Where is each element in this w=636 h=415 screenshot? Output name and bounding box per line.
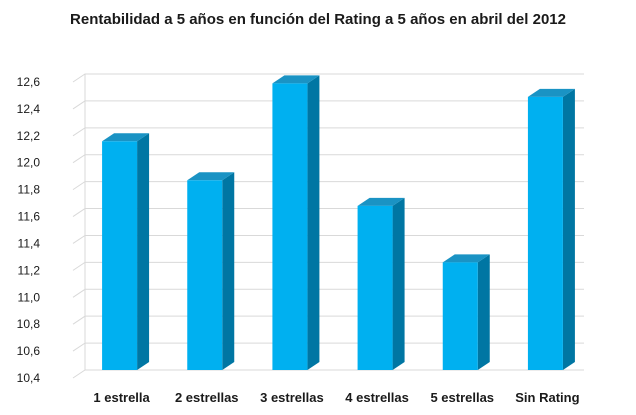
bar-front: [187, 180, 223, 370]
y-tick-label: 10,4: [17, 371, 41, 385]
bars: [102, 75, 575, 370]
x-tick-label: Sin Rating: [515, 390, 579, 405]
bar: [272, 75, 320, 370]
gridline: [72, 315, 584, 325]
bar-top: [187, 172, 235, 181]
y-tick-label: 11,2: [18, 263, 41, 277]
bar-top: [442, 254, 490, 263]
bar: [187, 172, 235, 370]
x-tick-label: 5 estrellas: [430, 390, 494, 405]
y-tick-label: 12,6: [17, 75, 41, 89]
bar-top: [272, 75, 320, 84]
y-tick-label: 12,2: [17, 129, 41, 143]
bar: [442, 254, 490, 370]
gridline: [72, 234, 584, 244]
y-tick-label: 11,6: [18, 210, 41, 224]
bar-side: [222, 172, 235, 370]
bar-front: [102, 141, 138, 370]
y-tick-label: 12,0: [17, 156, 41, 170]
x-tick-label: 1 estrella: [93, 390, 150, 405]
chart-title: Rentabilidad a 5 años en función del Rat…: [70, 11, 566, 28]
bar-side: [307, 75, 320, 370]
x-axis-ticks: 1 estrella 2 estrellas 3 estrellas 4 estrel…: [93, 390, 579, 405]
gridline: [72, 342, 584, 352]
bar: [527, 88, 575, 370]
gridline: [72, 73, 584, 83]
y-axis-ticks: 10,4 10,6 10,8 11,0 11,2 11,4 11,6 11,8 12,0 12,2…: [17, 75, 41, 385]
bar: [102, 133, 150, 370]
bar-side: [392, 197, 405, 370]
gridline: [72, 288, 584, 298]
gridline: [72, 208, 584, 217]
y-tick-label: 11,4: [18, 236, 41, 250]
y-tick-label: 10,6: [17, 344, 41, 358]
y-tick-label: 12,4: [17, 102, 41, 116]
x-tick-label: 3 estrellas: [260, 390, 324, 405]
gridline: [72, 369, 584, 379]
bar-side: [137, 133, 150, 370]
gridline: [72, 100, 584, 110]
gridline: [72, 261, 584, 271]
bar-front: [442, 262, 478, 370]
bar-front: [357, 205, 393, 370]
bar-side: [477, 254, 490, 370]
bar-top: [357, 197, 405, 206]
gridline: [72, 154, 584, 164]
gridlines: [72, 73, 584, 379]
x-tick-label: 4 estrellas: [345, 390, 409, 405]
bar-front: [272, 83, 308, 370]
y-tick-label: 11,0: [18, 290, 41, 304]
bar: [357, 197, 405, 370]
y-tick-label: 10,8: [17, 317, 41, 331]
gridline: [72, 127, 584, 137]
y-tick-label: 11,8: [18, 183, 41, 197]
bar-front: [527, 96, 563, 370]
x-tick-label: 2 estrellas: [175, 390, 239, 405]
bar-top: [102, 133, 150, 142]
gridline: [72, 181, 584, 191]
bar-side: [562, 88, 575, 370]
bar-top: [527, 88, 575, 97]
